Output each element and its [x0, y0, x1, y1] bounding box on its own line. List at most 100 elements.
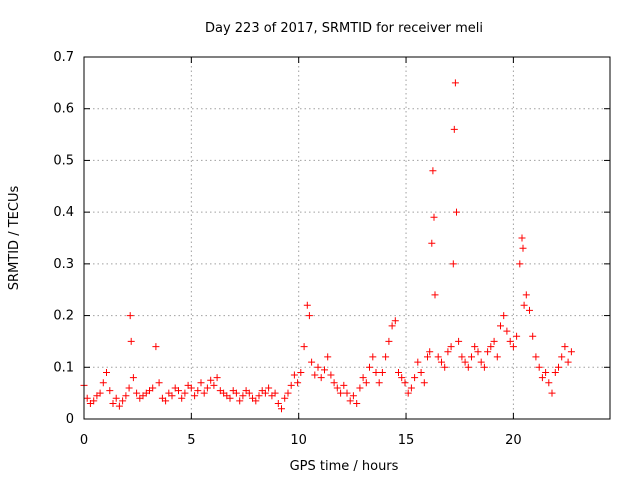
data-point	[255, 392, 263, 400]
data-point	[245, 389, 253, 397]
data-point	[375, 379, 383, 387]
data-point	[372, 369, 380, 376]
y-tick-label: 0.6	[53, 102, 74, 117]
data-point	[278, 405, 285, 413]
chart-title: Day 223 of 2017, SRMTID for receiver mel…	[205, 21, 483, 36]
data-point	[519, 244, 527, 252]
data-point	[122, 392, 130, 400]
y-tick-label: 0.7	[53, 50, 74, 65]
data-point	[343, 389, 351, 397]
data-point	[542, 369, 550, 376]
data-point	[321, 366, 328, 374]
data-point	[551, 369, 559, 376]
data-point	[303, 301, 311, 309]
data-point	[434, 353, 442, 361]
x-tick-label: 10	[290, 433, 307, 448]
data-point	[232, 389, 240, 397]
x-tick-label: 15	[398, 433, 415, 448]
y-tick-label: 0.4	[53, 205, 74, 220]
data-point	[213, 374, 221, 382]
plot-frame	[83, 56, 611, 420]
data-point	[468, 353, 475, 361]
data-point	[458, 353, 466, 361]
data-point	[90, 397, 98, 405]
data-point	[115, 402, 123, 410]
data-point	[477, 358, 485, 366]
data-point	[317, 374, 325, 382]
data-point	[83, 394, 91, 402]
data-point	[487, 343, 495, 351]
data-point	[261, 389, 269, 397]
data-point	[239, 392, 247, 400]
data-point	[181, 389, 189, 397]
data-point	[453, 208, 460, 216]
data-point	[385, 337, 393, 345]
data-point	[529, 332, 537, 340]
data-point	[555, 363, 562, 371]
tick-labels: 0 0.1 0.2 0.3 0.4 0.5 0.6 0.7 0 5 10 15 20	[53, 50, 521, 448]
data-point	[191, 392, 199, 400]
data-point	[513, 332, 521, 340]
data-point	[106, 387, 114, 395]
data-point	[417, 369, 425, 376]
data-point	[509, 343, 517, 351]
data-point	[236, 397, 244, 405]
data-point	[133, 389, 141, 397]
y-tick-label: 0.3	[53, 257, 74, 272]
data-point	[561, 343, 569, 351]
data-point	[471, 343, 479, 351]
data-point	[287, 381, 295, 389]
x-axis-label: GPS time / hours	[290, 459, 399, 474]
data-point	[500, 312, 508, 320]
data-point	[362, 379, 370, 387]
data-point	[490, 337, 498, 345]
data-point	[203, 384, 211, 392]
data-point	[300, 343, 308, 351]
data-point	[290, 371, 298, 379]
data-point	[126, 312, 134, 320]
data-point	[308, 358, 316, 366]
data-point	[426, 348, 434, 356]
data-point	[455, 337, 463, 345]
data-point	[314, 363, 322, 371]
axis-ticks	[83, 56, 610, 420]
data-point	[265, 384, 273, 392]
x-tick-label: 5	[187, 433, 195, 448]
data-point	[398, 374, 406, 382]
data-point	[252, 397, 260, 405]
data-point	[311, 371, 319, 379]
data-point	[484, 348, 492, 356]
data-point	[430, 213, 438, 221]
data-point	[197, 379, 205, 387]
data-point	[324, 353, 332, 361]
data-point	[441, 363, 449, 371]
data-point	[99, 379, 107, 387]
grid-lines	[84, 57, 610, 419]
data-point	[152, 343, 160, 351]
data-point	[414, 358, 422, 366]
data-point	[444, 348, 452, 356]
data-point	[461, 358, 469, 366]
data-point	[349, 392, 357, 400]
data-point	[506, 337, 514, 345]
data-point	[567, 348, 575, 356]
data-point	[411, 374, 419, 382]
data-point	[497, 322, 504, 330]
y-tick-label: 0.1	[53, 360, 74, 375]
data-point	[366, 363, 373, 371]
data-point	[305, 312, 313, 320]
data-point	[200, 389, 208, 397]
data-point	[337, 389, 345, 397]
data-point	[207, 376, 215, 384]
data-point	[429, 167, 437, 175]
y-axis-label: SRMTID / TECUs	[7, 186, 22, 291]
data-point	[450, 125, 458, 133]
data-point	[112, 394, 120, 402]
data-point	[226, 394, 234, 402]
data-point	[545, 379, 553, 387]
data-point	[532, 353, 540, 361]
data-point	[359, 374, 367, 382]
data-point	[535, 363, 543, 371]
data-point	[520, 301, 528, 309]
data-point	[447, 343, 455, 351]
